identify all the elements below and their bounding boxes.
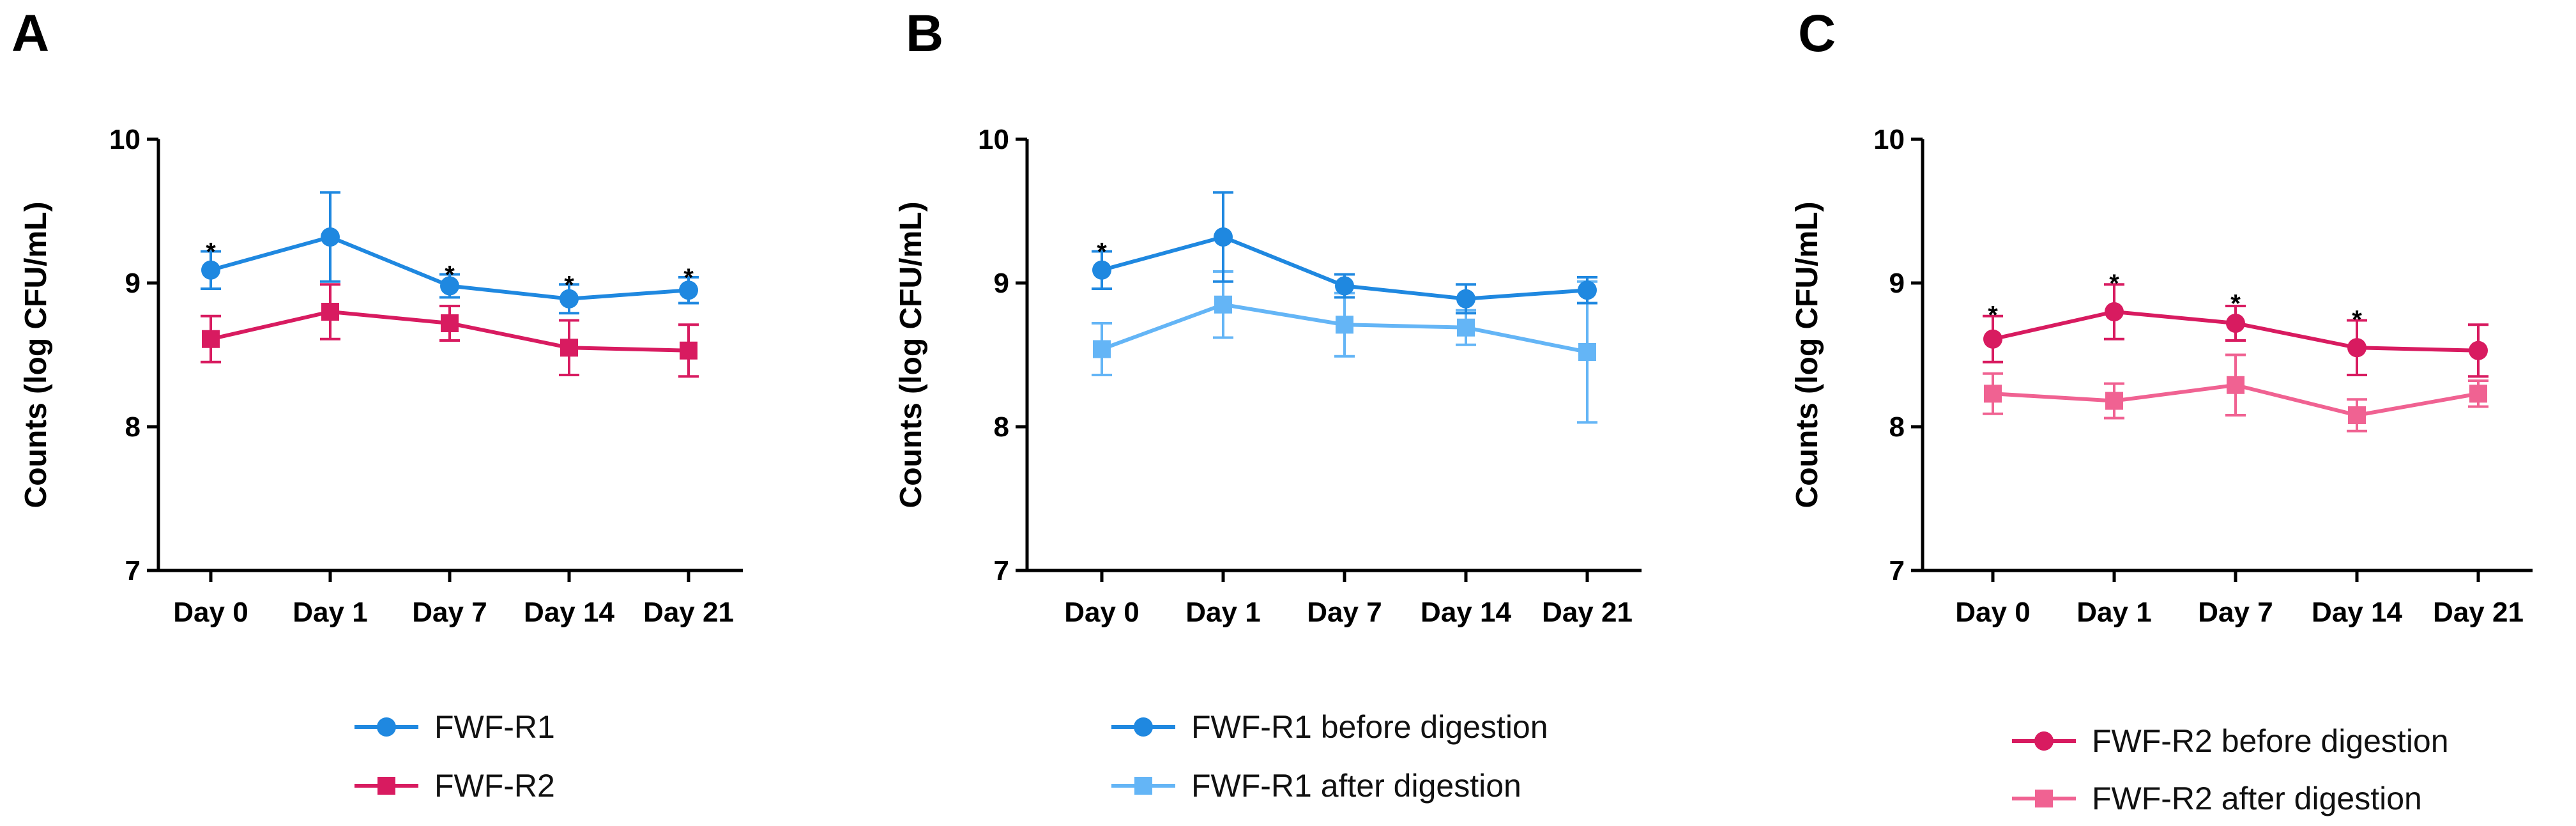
data-point	[560, 339, 578, 357]
x-tick-label: Day 1	[293, 597, 367, 628]
y-tick-label: 8	[994, 411, 1009, 443]
y-tick-label: 9	[994, 268, 1009, 299]
legend: FWF-R1 FWF-R2	[354, 709, 555, 804]
y-tick-label: 10	[978, 124, 1009, 155]
data-point	[321, 227, 340, 247]
y-axis-title: Counts (log CFU/mL)	[894, 202, 928, 509]
chart-panel-a: A 7 8 9 10 Day 0 Day 1 Day 7 Day 14 Day 21 Counts …	[11, 4, 743, 804]
x-tick-label: Day 14	[2312, 597, 2402, 628]
significance-marker: *	[1988, 302, 1998, 330]
x-tick-label: Day 21	[1542, 597, 1633, 628]
legend-label: FWF-R1	[434, 709, 555, 745]
panel-label: C	[1798, 4, 1836, 63]
series-1	[1983, 283, 2488, 378]
x-tick-label: Day 21	[643, 597, 734, 628]
data-point	[1093, 340, 1111, 358]
panel-label: A	[11, 4, 49, 63]
data-point	[2347, 338, 2366, 358]
significance-marker: *	[1097, 238, 1107, 266]
significance-marker: *	[564, 271, 574, 299]
data-point	[1214, 227, 1233, 247]
legend-label: FWF-R1 before digestion	[1191, 709, 1548, 745]
significance-marker: *	[445, 261, 455, 289]
data-point	[1456, 289, 1475, 309]
legend-marker	[2034, 731, 2054, 751]
y-tick-label: 10	[1873, 124, 1905, 155]
series-2	[1983, 353, 2488, 432]
y-tick-label: 8	[1889, 411, 1905, 443]
x-tick-label: Day 1	[2077, 597, 2151, 628]
y-tick-label: 10	[109, 124, 141, 155]
series-1	[201, 191, 699, 315]
data-point	[1336, 316, 1353, 334]
legend-label: FWF-R1 after digestion	[1191, 768, 1521, 804]
x-tick-label: Day 0	[1955, 597, 2030, 628]
legend-label: FWF-R2	[434, 768, 555, 804]
y-axis-title: Counts (log CFU/mL)	[1790, 202, 1824, 509]
data-point	[679, 280, 698, 300]
panel-label: B	[906, 4, 943, 63]
x-tick-label: Day 21	[2433, 597, 2524, 628]
x-tick-label: Day 7	[1307, 597, 1382, 628]
data-point	[2105, 392, 2123, 410]
legend: FWF-R1 before digestion FWF-R1 after dige…	[1111, 709, 1548, 804]
data-point	[2105, 302, 2124, 321]
data-point	[1335, 276, 1354, 296]
y-tick-label: 7	[1889, 555, 1905, 586]
x-tick-label: Day 7	[2198, 597, 2273, 628]
legend-marker	[1134, 717, 1153, 737]
data-point	[202, 330, 220, 348]
data-point	[2348, 406, 2366, 424]
x-tick-label: Day 14	[524, 597, 614, 628]
data-point	[1578, 343, 1596, 361]
x-tick-label: Day 14	[1421, 597, 1511, 628]
x-tick-label: Day 1	[1185, 597, 1260, 628]
y-tick-label: 7	[125, 555, 141, 586]
significance-marker: *	[2352, 305, 2362, 333]
data-point	[201, 260, 220, 280]
data-point	[441, 314, 459, 332]
legend: FWF-R2 before digestion FWF-R2 after dige…	[2012, 723, 2449, 816]
legend-label: FWF-R2 before digestion	[2092, 723, 2449, 759]
significance-marker: *	[2109, 270, 2119, 298]
data-point	[2226, 314, 2245, 333]
data-point	[2469, 385, 2487, 403]
legend-marker	[377, 717, 396, 737]
series-2	[1092, 270, 1597, 424]
data-point	[2227, 376, 2244, 394]
y-tick-label: 9	[125, 268, 141, 299]
chart-panel-c: C 7 8 9 10 Day 0 Day 1 Day 7 Day 14 Day 21 Counts …	[1790, 4, 2533, 816]
legend-marker	[2035, 790, 2053, 807]
data-point	[1214, 295, 1232, 314]
legend-label: FWF-R2 after digestion	[2092, 781, 2422, 816]
series-1	[1092, 191, 1597, 315]
significance-marker: *	[683, 264, 694, 292]
y-axis-title: Counts (log CFU/mL)	[19, 202, 53, 509]
x-tick-label: Day 0	[173, 597, 248, 628]
data-point	[1984, 385, 2002, 403]
chart-panel-b: B 7 8 9 10 Day 0 Day 1 Day 7 Day 14 Day 21 Counts …	[894, 4, 1642, 804]
x-tick-label: Day 7	[412, 597, 487, 628]
data-point	[440, 276, 459, 296]
x-tick-label: Day 0	[1064, 597, 1139, 628]
data-point	[680, 341, 697, 360]
y-tick-label: 9	[1889, 268, 1905, 299]
data-point	[2469, 340, 2488, 360]
data-point	[1578, 280, 1597, 300]
legend-marker	[377, 777, 395, 795]
significance-marker: *	[2230, 290, 2241, 318]
data-point	[321, 303, 339, 321]
significance-marker: *	[206, 238, 216, 266]
data-point	[1092, 260, 1111, 280]
data-point	[1983, 329, 2002, 349]
legend-marker	[1134, 777, 1152, 795]
y-tick-label: 7	[994, 555, 1009, 586]
data-point	[560, 289, 579, 309]
data-point	[1457, 318, 1475, 337]
series-2	[201, 283, 699, 378]
y-tick-label: 8	[125, 411, 141, 443]
